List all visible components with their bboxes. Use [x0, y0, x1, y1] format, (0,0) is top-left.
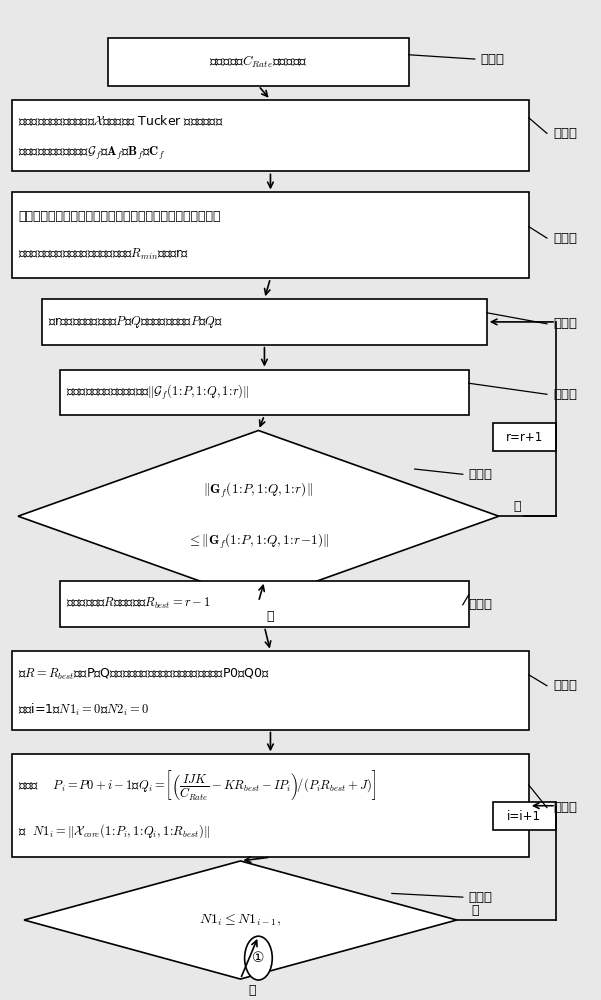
Text: 设定压缩比$C_{Rate}$和评价准则: 设定压缩比$C_{Rate}$和评价准则	[209, 54, 308, 70]
FancyBboxPatch shape	[493, 802, 556, 830]
FancyBboxPatch shape	[12, 100, 529, 171]
Text: 分别建立压缩比和高光谱图像原始的三个维度和张量分解的三: 分别建立压缩比和高光谱图像原始的三个维度和张量分解的三	[18, 210, 221, 223]
FancyBboxPatch shape	[493, 423, 556, 451]
Text: 否: 否	[471, 904, 478, 917]
Text: 将高光谱图象作为一个张量$\mathcal{X}$，采用张量 Tucker 分解的方式对: 将高光谱图象作为一个张量$\mathcal{X}$，采用张量 Tucker 分解…	[18, 114, 224, 129]
Text: r=r+1: r=r+1	[506, 431, 543, 444]
Text: 根据所设定的评价标准，计算$\|\mathcal{G}_f(1\!:\!P,1\!:\!Q,1\!:\!r)\|$: 根据所设定的评价标准，计算$\|\mathcal{G}_f(1\!:\!P,1\…	[66, 383, 249, 402]
FancyBboxPatch shape	[42, 299, 487, 345]
FancyBboxPatch shape	[12, 192, 529, 278]
Text: 步骤四: 步骤四	[553, 317, 577, 330]
Text: 并设i=1、$N1_i=0$、$N2_i=0$: 并设i=1、$N1_i=0$、$N2_i=0$	[18, 702, 149, 718]
Text: ①: ①	[252, 951, 264, 965]
FancyBboxPatch shape	[108, 38, 409, 86]
FancyBboxPatch shape	[60, 581, 469, 627]
Text: 将r带入步骤三二所得的$P$和$Q$的表达式计算得到$P$和$Q$；: 将r带入步骤三二所得的$P$和$Q$的表达式计算得到$P$和$Q$；	[48, 314, 223, 330]
Text: 其进行完整分解得到结果$\mathcal{G}_f$，$\mathbf{A}_f$，$\mathbf{B}_f$，$\mathbf{C}_f$: 其进行完整分解得到结果$\mathcal{G}_f$，$\mathbf{A}_f…	[18, 145, 165, 162]
Text: 是: 是	[267, 610, 274, 623]
Text: 步骤六: 步骤六	[469, 468, 493, 481]
Text: 步骤五: 步骤五	[553, 388, 577, 401]
Text: 个维度的关系公式，求出光谱维搜索起点$R_{min}$并记为r；: 个维度的关系公式，求出光谱维搜索起点$R_{min}$并记为r；	[18, 247, 189, 262]
Polygon shape	[24, 861, 457, 979]
Text: $\|\mathbf{G}_f(1\!:\!P,1\!:\!Q,1\!:\!r)\|$: $\|\mathbf{G}_f(1\!:\!P,1\!:\!Q,1\!:\!r)…	[204, 481, 313, 500]
Text: $\leq\|\mathbf{G}_f(1\!:\!P,1\!:\!Q,1\!:\!r\!-\!1)\|$: $\leq\|\mathbf{G}_f(1\!:\!P,1\!:\!Q,1\!:…	[188, 532, 329, 551]
Text: 步骤七: 步骤七	[469, 598, 493, 611]
Text: 步骤十: 步骤十	[469, 891, 493, 904]
Text: 步骤八: 步骤八	[553, 679, 577, 692]
Text: 计算：    $P_i = P0+i-1$，$Q_i=\left[\left(\dfrac{IJK}{C_{Rate}}-KR_{best}-IP_i\righ: 计算： $P_i = P0+i-1$，$Q_i=\left[\left(\dfr…	[18, 768, 376, 802]
Text: 得到光谱维度$R$的最优配置$R_{best}=r-1$: 得到光谱维度$R$的最优配置$R_{best}=r-1$	[66, 596, 211, 611]
Circle shape	[245, 936, 272, 980]
FancyBboxPatch shape	[12, 754, 529, 857]
Text: 和  $N1_i = \|\mathcal{X}_{core}(1\!:\!P_i,1\!:\!Q_i,1\!:\!R_{best})\|$: 和 $N1_i = \|\mathcal{X}_{core}(1\!:\!P_i…	[18, 823, 210, 840]
Text: 将$R=R_{best}$带入P和Q的表达式，计算得到光谱维度的微调初值P0和Q0，: 将$R=R_{best}$带入P和Q的表达式，计算得到光谱维度的微调初值P0和Q…	[18, 667, 270, 682]
Text: 步骤二: 步骤二	[553, 127, 577, 140]
Text: i=i+1: i=i+1	[507, 810, 542, 823]
Text: 是: 是	[249, 984, 256, 997]
Text: 步骤九: 步骤九	[553, 801, 577, 814]
Polygon shape	[18, 430, 499, 602]
FancyBboxPatch shape	[60, 370, 469, 415]
FancyBboxPatch shape	[12, 651, 529, 730]
Text: 步骤一: 步骤一	[481, 53, 505, 66]
Text: 否: 否	[513, 500, 520, 513]
Text: 步骤三: 步骤三	[553, 232, 577, 245]
Text: $N1_i \leq N1_{i-1},$: $N1_i \leq N1_{i-1},$	[200, 912, 281, 928]
